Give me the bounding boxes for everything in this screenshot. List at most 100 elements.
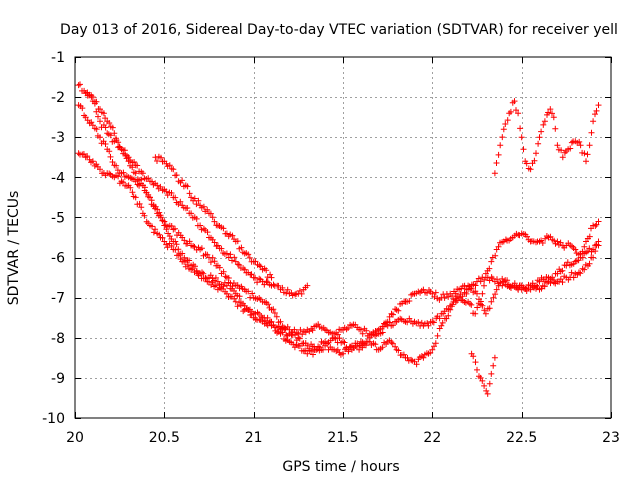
data-point-interp bbox=[190, 243, 197, 249]
data-point-interp bbox=[163, 241, 170, 248]
data-point-interp bbox=[468, 301, 475, 308]
data-point bbox=[577, 142, 584, 149]
data-point-interp bbox=[311, 343, 318, 350]
data-point-interp bbox=[271, 310, 278, 316]
data-point-interp bbox=[121, 147, 128, 154]
data-point-interp bbox=[149, 178, 155, 185]
data-point-interp bbox=[395, 347, 402, 354]
data-point-interp bbox=[445, 312, 452, 319]
data-point bbox=[340, 350, 346, 357]
data-point-interp bbox=[195, 197, 202, 204]
data-point-interp bbox=[309, 327, 316, 334]
data-point bbox=[97, 166, 103, 173]
data-point bbox=[572, 246, 579, 253]
data-point-interp bbox=[102, 124, 109, 131]
data-point bbox=[484, 390, 491, 397]
data-point-interp bbox=[209, 214, 216, 221]
data-point-interp bbox=[474, 304, 481, 311]
data-point-interp bbox=[477, 278, 484, 285]
data-point bbox=[583, 158, 589, 165]
data-point-interp bbox=[248, 271, 255, 278]
data-point-interp bbox=[386, 313, 393, 320]
data-point-interp bbox=[168, 242, 175, 249]
x-tick-label: 21 bbox=[245, 430, 263, 446]
data-point-interp bbox=[486, 277, 493, 284]
data-point-interp bbox=[267, 271, 274, 278]
data-point-interp bbox=[200, 270, 207, 277]
data-point-interp bbox=[179, 177, 186, 184]
data-point bbox=[139, 170, 146, 177]
data-point-interp bbox=[129, 189, 136, 196]
data-point-interp bbox=[216, 264, 223, 271]
data-point-interp bbox=[341, 339, 348, 346]
data-point-interp bbox=[270, 306, 277, 313]
data-point-interp bbox=[209, 254, 216, 261]
data-point-interp bbox=[264, 314, 271, 321]
data-point-interp bbox=[557, 239, 564, 246]
data-point-interp bbox=[535, 140, 542, 147]
data-point bbox=[536, 278, 543, 285]
data-point-interp bbox=[520, 146, 527, 153]
data-point-interp bbox=[425, 322, 432, 329]
data-point bbox=[97, 134, 103, 141]
data-point bbox=[82, 114, 89, 121]
data-point bbox=[75, 150, 82, 157]
x-tick-label: 21.5 bbox=[327, 430, 358, 446]
data-point-interp bbox=[207, 259, 214, 266]
data-point-interp bbox=[154, 158, 160, 164]
data-point-interp bbox=[406, 298, 413, 304]
data-point-interp bbox=[545, 109, 552, 116]
data-point-interp bbox=[558, 147, 565, 154]
data-point-interp bbox=[298, 290, 305, 297]
data-point-interp bbox=[229, 257, 235, 264]
data-point-interp bbox=[204, 229, 211, 236]
data-point-interp bbox=[477, 298, 484, 305]
data-point-interp bbox=[502, 121, 509, 127]
data-point-interp bbox=[568, 139, 575, 146]
data-point-interp bbox=[284, 286, 291, 293]
data-point-interp bbox=[273, 313, 280, 320]
data-point-interp bbox=[238, 244, 245, 251]
data-point-interp bbox=[77, 81, 83, 88]
data-point-interp bbox=[593, 221, 600, 228]
data-point-interp bbox=[234, 303, 241, 310]
data-point-interp bbox=[445, 306, 452, 313]
data-point-interp bbox=[379, 329, 386, 336]
data-point-interp bbox=[388, 339, 395, 346]
data-point-interp bbox=[220, 268, 227, 275]
data-point bbox=[554, 142, 561, 149]
data-point-interp bbox=[495, 243, 502, 250]
data-point bbox=[89, 158, 96, 165]
data-point-interp bbox=[198, 245, 205, 252]
data-point-interp bbox=[568, 269, 575, 276]
data-point bbox=[161, 238, 168, 245]
data-point-interp bbox=[316, 344, 323, 351]
data-point-interp bbox=[463, 290, 470, 297]
data-point-interp bbox=[256, 275, 263, 282]
data-point-interp bbox=[113, 137, 120, 144]
data-point-interp bbox=[113, 162, 120, 169]
data-point-interp bbox=[504, 117, 511, 124]
data-point-interp bbox=[502, 236, 509, 243]
data-point bbox=[595, 242, 602, 249]
data-point bbox=[586, 142, 593, 149]
data-point-interp bbox=[193, 267, 200, 274]
data-point-interp bbox=[186, 190, 193, 197]
data-point bbox=[223, 250, 230, 257]
data-point-interp bbox=[359, 330, 366, 337]
data-point-interp bbox=[505, 281, 512, 288]
data-point bbox=[559, 154, 566, 161]
data-point-interp bbox=[523, 160, 530, 167]
data-point-interp bbox=[593, 107, 600, 114]
data-point-interp bbox=[270, 281, 277, 288]
data-point bbox=[515, 110, 522, 117]
data-point bbox=[497, 142, 504, 149]
data-point-interp bbox=[434, 332, 441, 339]
data-point bbox=[366, 338, 373, 345]
data-point bbox=[132, 178, 139, 185]
data-point bbox=[147, 194, 153, 201]
data-point-interp bbox=[156, 231, 163, 238]
data-point-interp bbox=[547, 233, 554, 240]
data-point-interp bbox=[193, 215, 200, 222]
data-point-interp bbox=[157, 212, 164, 219]
